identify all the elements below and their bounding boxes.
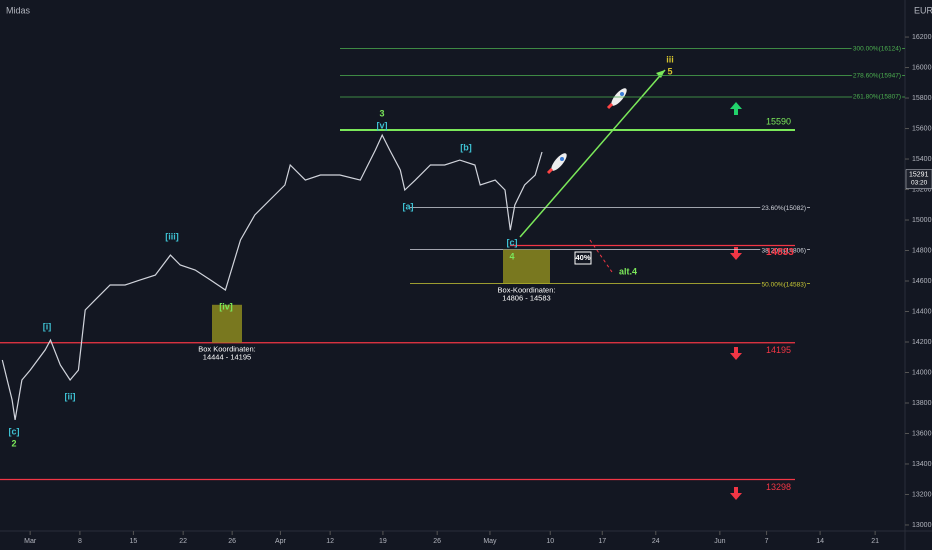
box-range: 14444 - 14195 bbox=[203, 353, 251, 362]
y-tick-label: 15200 bbox=[912, 186, 932, 193]
x-tick-label: 10 bbox=[546, 538, 554, 545]
fib-label: 38.20%(14806) bbox=[762, 247, 806, 254]
x-tick-label: 26 bbox=[228, 538, 236, 545]
y-tick-label: 13400 bbox=[912, 461, 932, 468]
wave-label: [a] bbox=[403, 201, 414, 211]
x-tick-label: 19 bbox=[379, 538, 387, 545]
y-tick-label: 16200 bbox=[912, 34, 932, 41]
x-tick-label: Jun bbox=[714, 538, 725, 545]
x-tick-label: May bbox=[483, 538, 497, 545]
x-tick-label: 26 bbox=[433, 538, 441, 545]
box bbox=[212, 304, 242, 343]
wave-label: 40% bbox=[575, 253, 590, 262]
level-label: 14833 bbox=[766, 247, 794, 258]
trend-arrow bbox=[519, 69, 666, 238]
arrow-head bbox=[656, 70, 665, 78]
price-tag bbox=[905, 169, 932, 189]
y-tick-label: 15600 bbox=[912, 125, 932, 132]
last-price: 15291 bbox=[909, 171, 929, 178]
wave-label: [iv] bbox=[219, 301, 233, 311]
wave-label: 4 bbox=[509, 251, 514, 261]
fib-label: 23.60%(15082) bbox=[762, 205, 806, 212]
box-title: Box Koordinaten: bbox=[198, 345, 256, 354]
x-tick-label: 15 bbox=[130, 538, 138, 545]
x-tick-label: 14 bbox=[816, 538, 824, 545]
level-label: 15590 bbox=[766, 116, 791, 126]
wave-label: 3 bbox=[379, 108, 384, 118]
countdown: 03:20 bbox=[911, 179, 928, 186]
down-arrow bbox=[730, 347, 742, 360]
down-arrow bbox=[730, 487, 742, 500]
x-tick-label: 24 bbox=[652, 538, 660, 545]
y-tick-label: 13800 bbox=[912, 400, 932, 407]
y-tick-label: 15400 bbox=[912, 156, 932, 163]
y-tick-label: 14200 bbox=[912, 339, 932, 346]
y-tick-label: 13600 bbox=[912, 430, 932, 437]
chart-title: Midas bbox=[6, 5, 31, 15]
box bbox=[503, 249, 550, 284]
box-title: Box-Koordinaten: bbox=[498, 286, 556, 295]
x-tick-label: 8 bbox=[78, 538, 82, 545]
up-arrow bbox=[730, 102, 742, 115]
y-tick-label: 15000 bbox=[912, 217, 932, 224]
x-tick-label: 17 bbox=[598, 538, 606, 545]
wave-label: [c] bbox=[507, 237, 518, 247]
level-label: 14195 bbox=[766, 345, 791, 355]
x-tick-label: 22 bbox=[179, 538, 187, 545]
wave-label: 5 bbox=[667, 66, 672, 76]
x-tick-label: Mar bbox=[24, 538, 37, 545]
y-tick-label: 13000 bbox=[912, 522, 932, 529]
currency: EUR bbox=[914, 5, 932, 15]
y-tick-label: 14400 bbox=[912, 308, 932, 315]
level-label: 13298 bbox=[766, 482, 791, 492]
label-box bbox=[574, 251, 592, 265]
y-tick-label: 14800 bbox=[912, 247, 932, 254]
y-tick-label: 16000 bbox=[912, 64, 932, 71]
fib-label: 261.80%(15807) bbox=[853, 94, 901, 101]
rocket bbox=[546, 153, 567, 175]
x-tick-label: 21 bbox=[871, 538, 879, 545]
fib-label: 50.00%(14583) bbox=[762, 281, 806, 288]
wave-label: [b] bbox=[460, 142, 472, 152]
x-tick-label: 7 bbox=[765, 538, 769, 545]
y-tick-label: 13200 bbox=[912, 491, 932, 498]
fib-label: 300.00%(16124) bbox=[853, 45, 901, 52]
wave-label: [c] bbox=[9, 426, 20, 436]
x-tick-label: 12 bbox=[326, 538, 334, 545]
price-line bbox=[1, 133, 543, 421]
y-tick-label: 14600 bbox=[912, 278, 932, 285]
wave-label: [ii] bbox=[65, 391, 76, 401]
wave-label: [i] bbox=[43, 321, 52, 331]
wave-label: iii bbox=[666, 54, 674, 64]
box-range: 14806 - 14583 bbox=[502, 294, 550, 303]
x-tick-label: Apr bbox=[275, 538, 287, 545]
down-arrow bbox=[730, 247, 742, 260]
wave-label: [iii] bbox=[165, 231, 179, 241]
wave-label: 2 bbox=[11, 438, 16, 448]
wave-label: alt.4 bbox=[619, 266, 637, 276]
y-tick-label: 14000 bbox=[912, 369, 932, 376]
wave-label: [v] bbox=[377, 120, 388, 130]
fib-label: 278.60%(15947) bbox=[853, 72, 901, 79]
y-tick-label: 15800 bbox=[912, 95, 932, 102]
